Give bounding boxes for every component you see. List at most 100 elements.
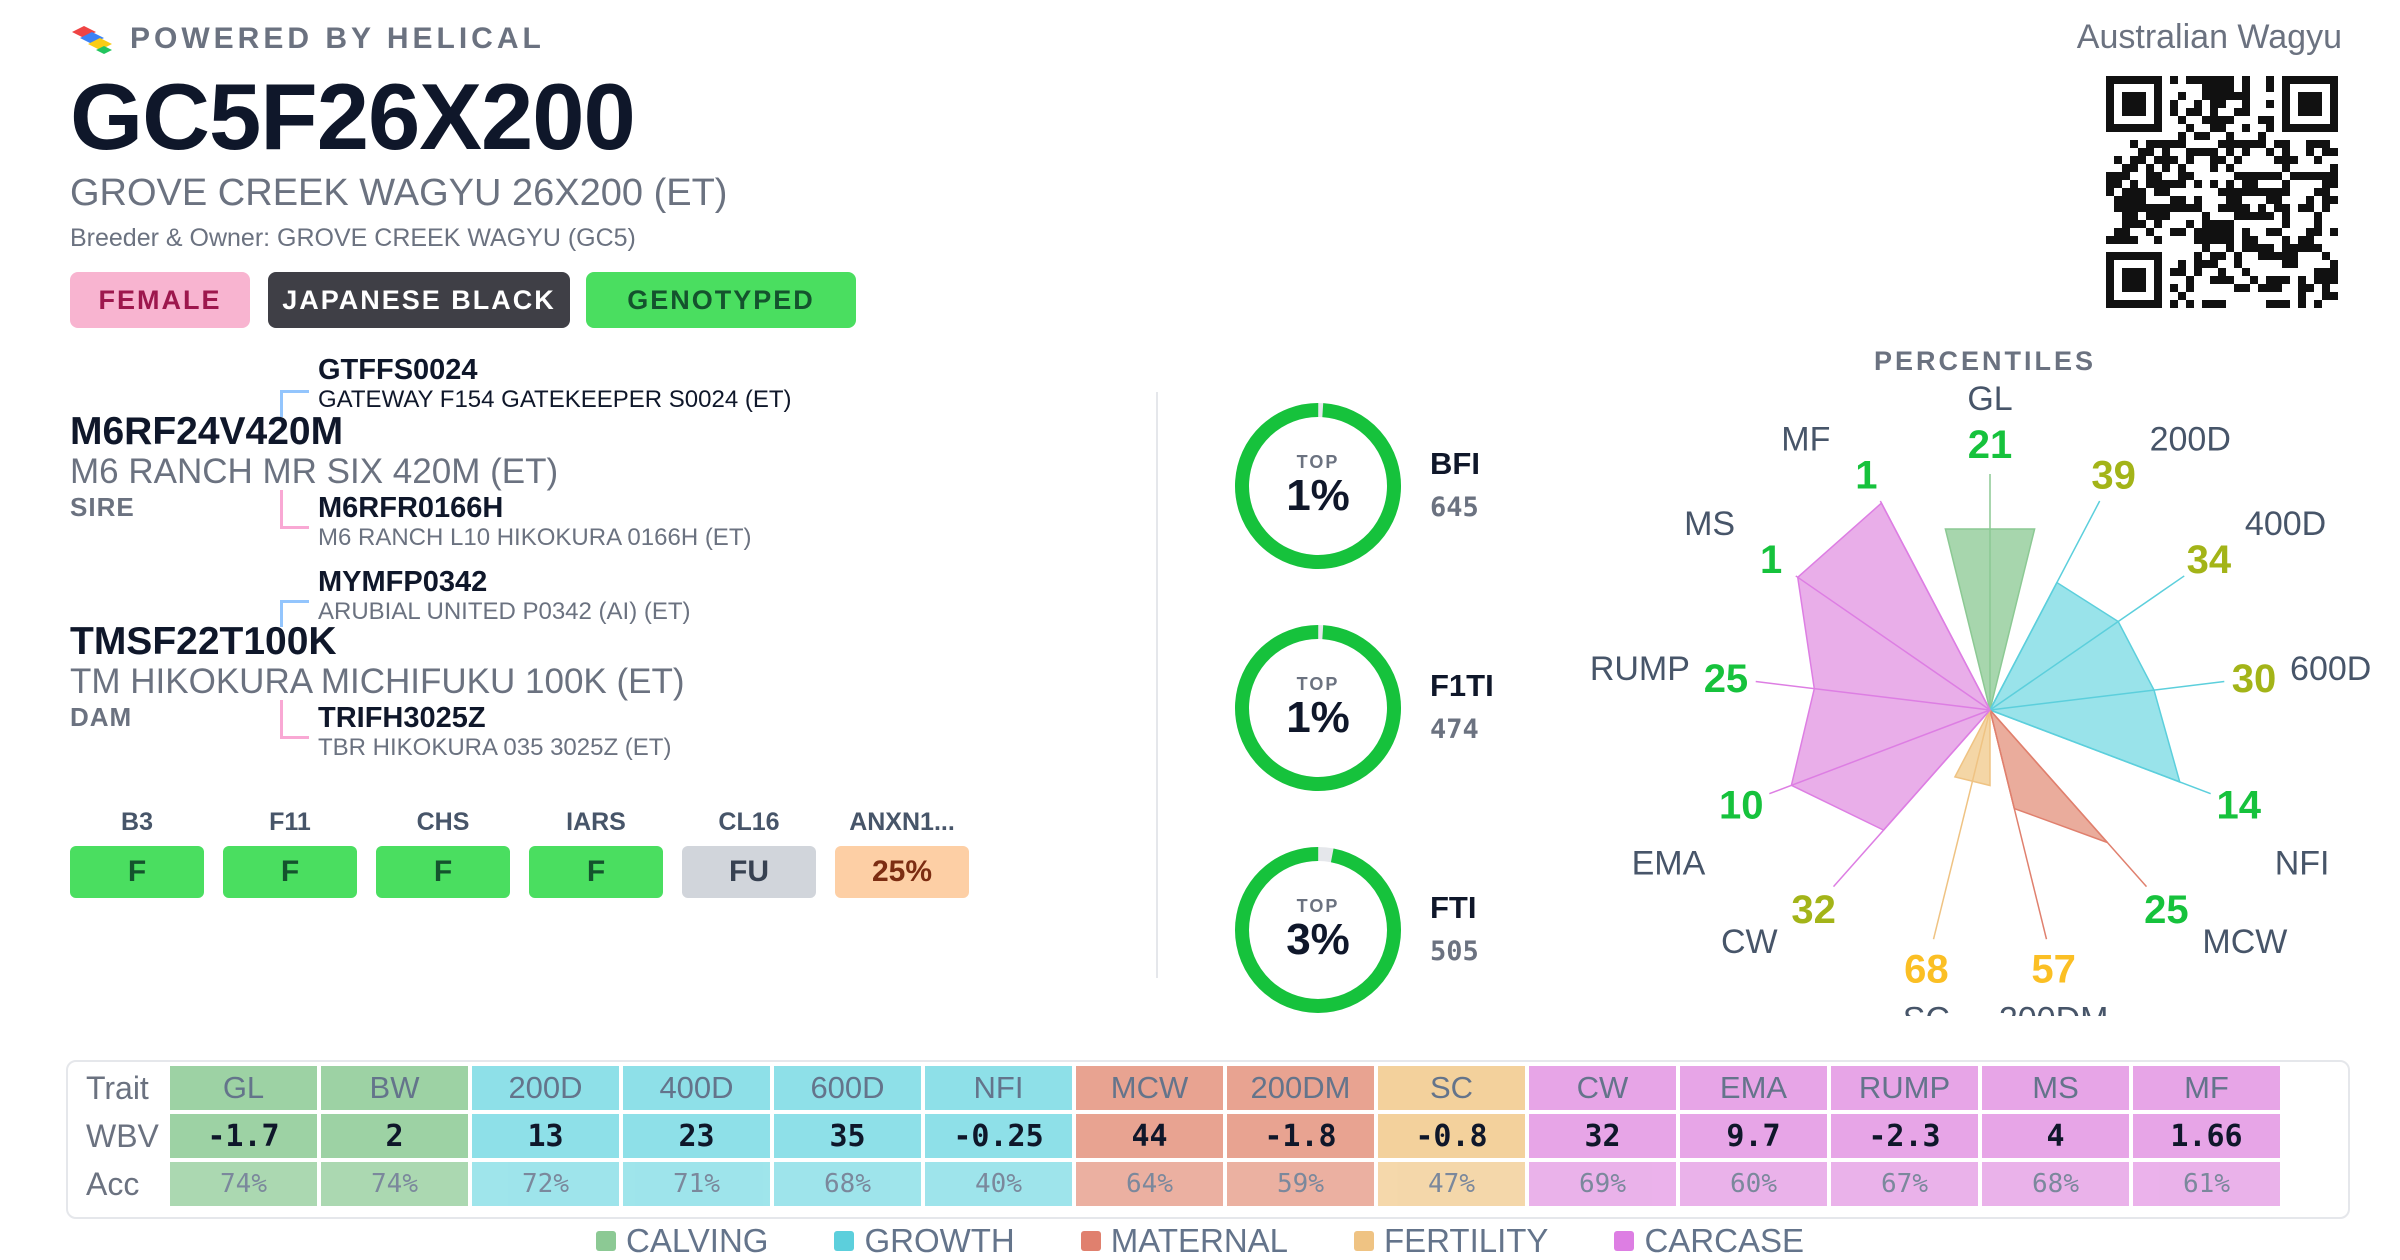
genetic-condition-value: F (376, 846, 510, 898)
radar-trait-label: CW (1721, 923, 1778, 961)
ebv-cell-acc: 59% (1227, 1162, 1374, 1206)
radar-trait-label: SC (1903, 1000, 1950, 1016)
radar-trait-label: MF (1781, 420, 1830, 458)
radar-spoke (1989, 709, 2148, 888)
sire-sire-name: GATEWAY F154 GATEKEEPER S0024 (ET) (318, 386, 792, 413)
row-label-trait: Trait (86, 1070, 149, 1106)
index-name: F1TI (1430, 668, 1494, 703)
legend-swatch (834, 1231, 855, 1251)
legend-label: CALVING (626, 1222, 769, 1259)
ebv-cell-acc: 61% (2133, 1162, 2280, 1206)
radar-trait-label: MCW (2202, 923, 2287, 961)
sire-dam-id: M6RFR0166H (318, 492, 504, 524)
ebv-cell-wbv: 1.66 (2133, 1114, 2280, 1158)
ebv-cell-trait: NFI (925, 1066, 1072, 1110)
percentiles-radar-chart: 21 GL 39 200D 34 400D 30 600D 14 NFI 25 MCW 57 200DM 6… (1590, 380, 2372, 1016)
qr-code-icon[interactable] (2106, 76, 2338, 308)
legend-item-carcase: CARCASE (1614, 1222, 1804, 1260)
dam-sire-bracket (280, 600, 309, 627)
dam-sire-id: MYMFP0342 (318, 566, 488, 598)
ebv-cell-trait: MF (2133, 1066, 2280, 1110)
index-top-label: TOP (1297, 452, 1340, 472)
genetic-condition-label: IARS (566, 808, 626, 836)
ebv-cell-wbv: -1.8 (1227, 1114, 1374, 1158)
radar-percentile-value: 34 (2187, 538, 2232, 582)
ebv-cell-trait: 600D (774, 1066, 921, 1110)
genetic-condition-label: ANXN1... (849, 808, 955, 836)
radar-percentile-value: 1 (1760, 538, 1782, 582)
ebv-cell-wbv: -1.7 (170, 1114, 317, 1158)
ebv-cell-wbv: -0.8 (1378, 1114, 1525, 1158)
ebv-cell-acc: 47% (1378, 1162, 1525, 1206)
radar-spoke (1989, 680, 2225, 711)
radar-percentile-value: 39 (2091, 453, 2136, 497)
legend-item-maternal: MATERNAL (1080, 1222, 1289, 1260)
ebv-cell-acc: 68% (1982, 1162, 2129, 1206)
powered-by-text: POWERED BY HELICAL (130, 22, 545, 55)
radar-percentile-value: 25 (1704, 657, 1749, 701)
legend-label: CARCASE (1644, 1222, 1804, 1259)
sire-name: M6 RANCH MR SIX 420M (ET) (70, 452, 559, 491)
genetic-condition-value: F (70, 846, 204, 898)
radar-spoke (1879, 500, 1991, 711)
genetic-condition-label: CL16 (718, 808, 780, 836)
radar-trait-label: NFI (2275, 844, 2330, 882)
association-name: Australian Wagyu (2076, 18, 2342, 56)
index-percent: 1% (1286, 693, 1350, 742)
index-ring-fill (1235, 625, 1401, 791)
radar-percentile-value: 14 (2216, 783, 2261, 827)
radar-trait-label: 200D (2150, 420, 2231, 458)
legend-swatch (1080, 1231, 1101, 1251)
genetic-condition-label: CHS (416, 808, 470, 836)
ebv-cell-wbv: -0.25 (925, 1114, 1072, 1158)
radar-trait-label: 400D (2245, 505, 2326, 543)
radar-spoke (1989, 709, 2048, 940)
dam-dam-id: TRIFH3025Z (318, 702, 486, 734)
ebv-cell-wbv: 2 (321, 1114, 468, 1158)
animal-id: GC5F26X200 (70, 64, 636, 169)
radar-spoke (1932, 709, 1991, 940)
percentiles-title: PERCENTILES (1874, 346, 2097, 376)
radar-spoke (1755, 680, 1991, 711)
legend-label: GROWTH (864, 1222, 1015, 1259)
dam-sire-name: ARUBIAL UNITED P0342 (AI) (ET) (318, 598, 691, 625)
ebv-table (66, 1060, 2350, 1219)
radar-percentile-value: 10 (1719, 783, 1764, 827)
ebv-cell-wbv: 23 (623, 1114, 770, 1158)
sire-label: SIRE (70, 492, 135, 522)
ebv-cell-trait: CW (1529, 1066, 1676, 1110)
ebv-cell-trait: MS (1982, 1066, 2129, 1110)
radar-percentile-value: 21 (1968, 423, 2013, 467)
ebv-cell-trait: 400D (623, 1066, 770, 1110)
legend-swatch (1354, 1231, 1375, 1251)
radar-spoke (1832, 709, 1991, 888)
ebv-cell-acc: 69% (1529, 1162, 1676, 1206)
legend-label: MATERNAL (1110, 1222, 1289, 1259)
ebv-cell-wbv: 4 (1982, 1114, 2129, 1158)
radar-trait-label: EMA (1632, 844, 1706, 882)
index-name: FTI (1430, 890, 1477, 925)
sire-dam-bracket (280, 490, 309, 529)
index-top-label: TOP (1297, 896, 1340, 916)
ebv-cell-trait: GL (170, 1066, 317, 1110)
sire-sire-bracket (280, 390, 309, 417)
genetic-condition-label: F11 (269, 808, 311, 836)
index-top-label: TOP (1297, 674, 1340, 694)
legend-swatch (596, 1231, 617, 1251)
radar-trait-label: 600D (2290, 650, 2371, 688)
radar-percentile-value: 30 (2232, 657, 2277, 701)
legend-swatch (1614, 1231, 1635, 1251)
dam-name: TM HIKOKURA MICHIFUKU 100K (ET) (70, 662, 685, 701)
legend-item-growth: GROWTH (834, 1222, 1015, 1260)
ebv-cell-acc: 74% (170, 1162, 317, 1206)
helical-logo-icon (72, 26, 112, 54)
ebv-cell-acc: 64% (1076, 1162, 1223, 1206)
index-value: 645 (1430, 492, 1479, 523)
index-percent: 3% (1286, 915, 1350, 964)
breeder-owner: Breeder & Owner: GROVE CREEK WAGYU (GC5) (70, 224, 636, 252)
radar-spoke (1769, 709, 1991, 795)
genetic-condition-value: FU (682, 846, 816, 898)
ebv-cell-acc: 72% (472, 1162, 619, 1206)
